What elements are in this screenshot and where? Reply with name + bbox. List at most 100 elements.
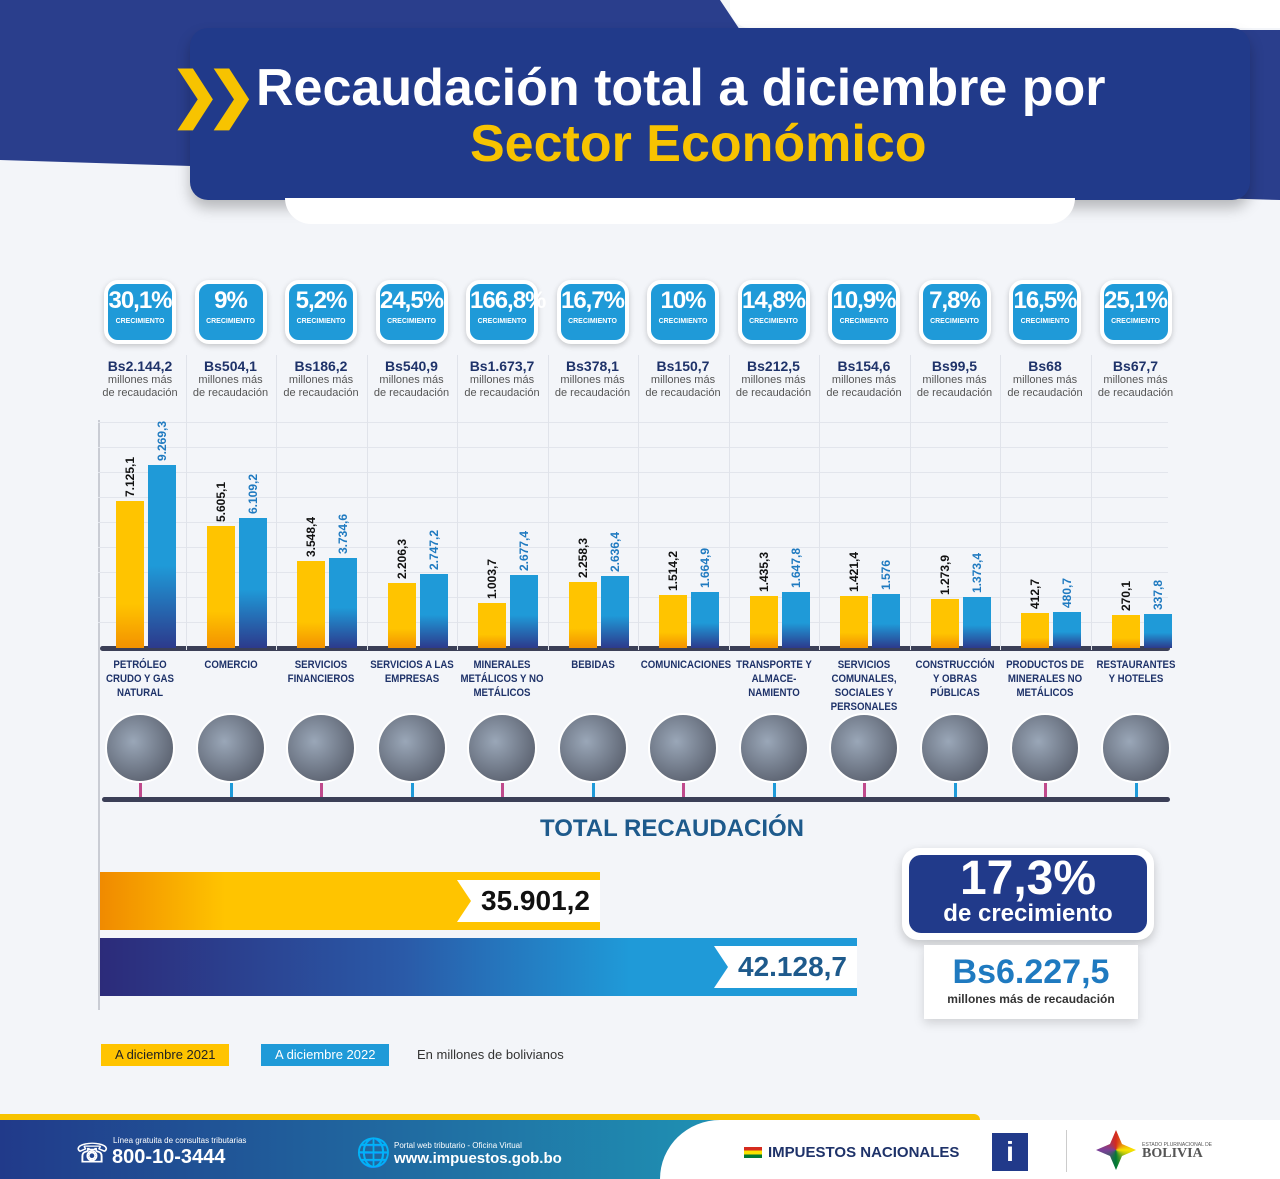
category-label: BEBIDAS [570, 659, 615, 671]
sector-summary: 7,8% CRECIMIENTO Bs99,5 millones más de reca… [910, 280, 1000, 400]
column-divider [1000, 355, 1001, 650]
growth-value: 25,1% [1103, 287, 1168, 314]
increase-caption: de recaudación [1097, 387, 1174, 399]
bar-2021 [1021, 613, 1049, 648]
growth-value: 16,5% [1013, 287, 1077, 314]
increase-value: Bs186,2 [294, 358, 348, 374]
gridline [98, 447, 1168, 448]
sector-summary: 16,7% CRECIMIENTO Bs378,1 millones más de re… [548, 280, 638, 400]
increase-caption: de recaudación [916, 387, 993, 399]
bar-2021 [478, 603, 506, 648]
legend-2022: A diciembre 2022 [261, 1044, 390, 1066]
growth-caption: CRECIMIENTO [839, 318, 889, 325]
growth-value: 10% [660, 287, 706, 314]
bar-2021 [297, 560, 325, 648]
photo-stem [1044, 783, 1047, 798]
bar-2022 [691, 592, 719, 648]
bar-2022 [1143, 614, 1172, 648]
column-divider [728, 355, 730, 650]
photo-stem [410, 783, 414, 798]
photo-stem [320, 783, 323, 798]
title-line1: Recaudación total a diciembre por [256, 59, 1106, 117]
bolivia-flag-icon [744, 1147, 762, 1158]
sector-photo [1010, 713, 1080, 783]
increase-value: Bs2.144,2 [107, 358, 173, 374]
bar-2021 [840, 596, 868, 648]
column-divider [457, 355, 458, 650]
column-divider [366, 355, 368, 650]
bar-2021 [568, 582, 597, 648]
sector-photo [557, 713, 628, 783]
unit-note: En millones de bolivianos [417, 1047, 564, 1062]
bar-value-label: 3.548,4 [304, 516, 318, 557]
photo-stem [682, 783, 685, 798]
bar-2022 [962, 597, 991, 648]
bar-value-label: 1.664,9 [698, 548, 712, 589]
column-divider [185, 355, 187, 650]
growth-caption: CRECIMIENTO [387, 318, 436, 325]
growth-badge: 166,8% CRECIMIENTO [466, 280, 546, 344]
increase-caption: de recaudación [1007, 387, 1083, 399]
sector-summary: 16,5% CRECIMIENTO Bs68 millones más de recau… [1000, 280, 1090, 400]
bar-2022 [872, 593, 900, 648]
gridline [98, 472, 1168, 473]
category-label: TRANSPORTE Y ALMACE-NAMIENTO [735, 659, 812, 699]
bar-2022 [600, 575, 629, 648]
bar-value-label: 1.273,9 [937, 554, 952, 595]
column-divider [819, 355, 820, 650]
photo-stem [772, 783, 776, 798]
total-title: TOTAL RECAUDACIÓN [540, 815, 804, 842]
bar-value-label: 2.747,2 [426, 530, 441, 571]
category-label: SERVICIOS A LAS EMPRESAS [369, 659, 454, 685]
sector-photo [919, 713, 990, 783]
growth-badge: 30,1% CRECIMIENTO [104, 280, 176, 344]
sector-summary: 9% CRECIMIENTO Bs504,1 millones más de recau… [186, 280, 276, 400]
increase-caption: de recaudación [102, 387, 178, 399]
growth-value: 9% [214, 287, 248, 314]
title-line2: Sector Económico [470, 115, 927, 173]
sector-photo [105, 713, 175, 783]
bar-2021 [930, 598, 959, 648]
growth-value: 5,2% [295, 287, 348, 314]
sector-photo [286, 713, 356, 783]
bar-value-label: 9.269,3 [155, 421, 169, 462]
growth-caption: CRECIMIENTO [658, 318, 708, 325]
growth-label: de crecimiento [943, 900, 1113, 927]
increase-value: Bs150,7 [656, 358, 710, 374]
growth-caption: CRECIMIENTO [115, 318, 165, 325]
photo-stem [139, 783, 142, 798]
column-divider [547, 355, 549, 650]
increase-label: millones más de recaudación [947, 992, 1115, 1006]
increase-caption: de recaudación [464, 387, 540, 399]
footer-white [660, 1120, 1280, 1179]
total-2022-value: 42.128,7 [714, 946, 857, 988]
sector-photo [829, 713, 899, 783]
total-increase: Bs6.227,5 [952, 953, 1110, 991]
sector-summary: 5,2% CRECIMIENTO Bs186,2 millones más de rec… [276, 280, 366, 400]
bar-value-label: 1.647,8 [788, 548, 803, 589]
sector-photo [467, 713, 537, 783]
website-link[interactable]: www.impuestos.gob.bo [394, 1150, 562, 1167]
photo-stem [863, 783, 866, 798]
category-label: PRODUCTOS DE MINERALES NO METÁLICOS [1006, 659, 1084, 699]
gridline [98, 522, 1168, 523]
photo-baseline [102, 797, 1170, 802]
bar-value-label: 480,7 [1060, 577, 1074, 608]
growth-value: 166,8% [470, 287, 546, 314]
phone-number[interactable]: 800-10-3444 [112, 1146, 226, 1168]
bar-value-label: 337,8 [1150, 580, 1165, 611]
increase-card: Bs6.227,5 millones más de recaudación [924, 945, 1138, 1019]
phone-caption: Línea gratuita de consultas tributarias [113, 1136, 247, 1145]
category-label: CONSTRUCCIÓN Y OBRAS PÚBLICAS [914, 659, 995, 699]
sector-summary: 25,1% CRECIMIENTO Bs67,7 millones más de rec… [1091, 280, 1181, 400]
increase-caption: de recaudación [826, 387, 902, 399]
column-divider [909, 355, 911, 650]
bar-2021 [749, 596, 778, 648]
x-axis-baseline [100, 646, 1170, 651]
growth-badge: 16,5% CRECIMIENTO [1009, 280, 1081, 344]
growth-caption: CRECIMIENTO [1020, 318, 1070, 325]
growth-value: 14,8% [741, 287, 806, 314]
growth-card: 17,3% de crecimiento [902, 848, 1154, 940]
sector-photo [738, 713, 809, 783]
bar-value-label: 1.373,4 [969, 553, 984, 594]
